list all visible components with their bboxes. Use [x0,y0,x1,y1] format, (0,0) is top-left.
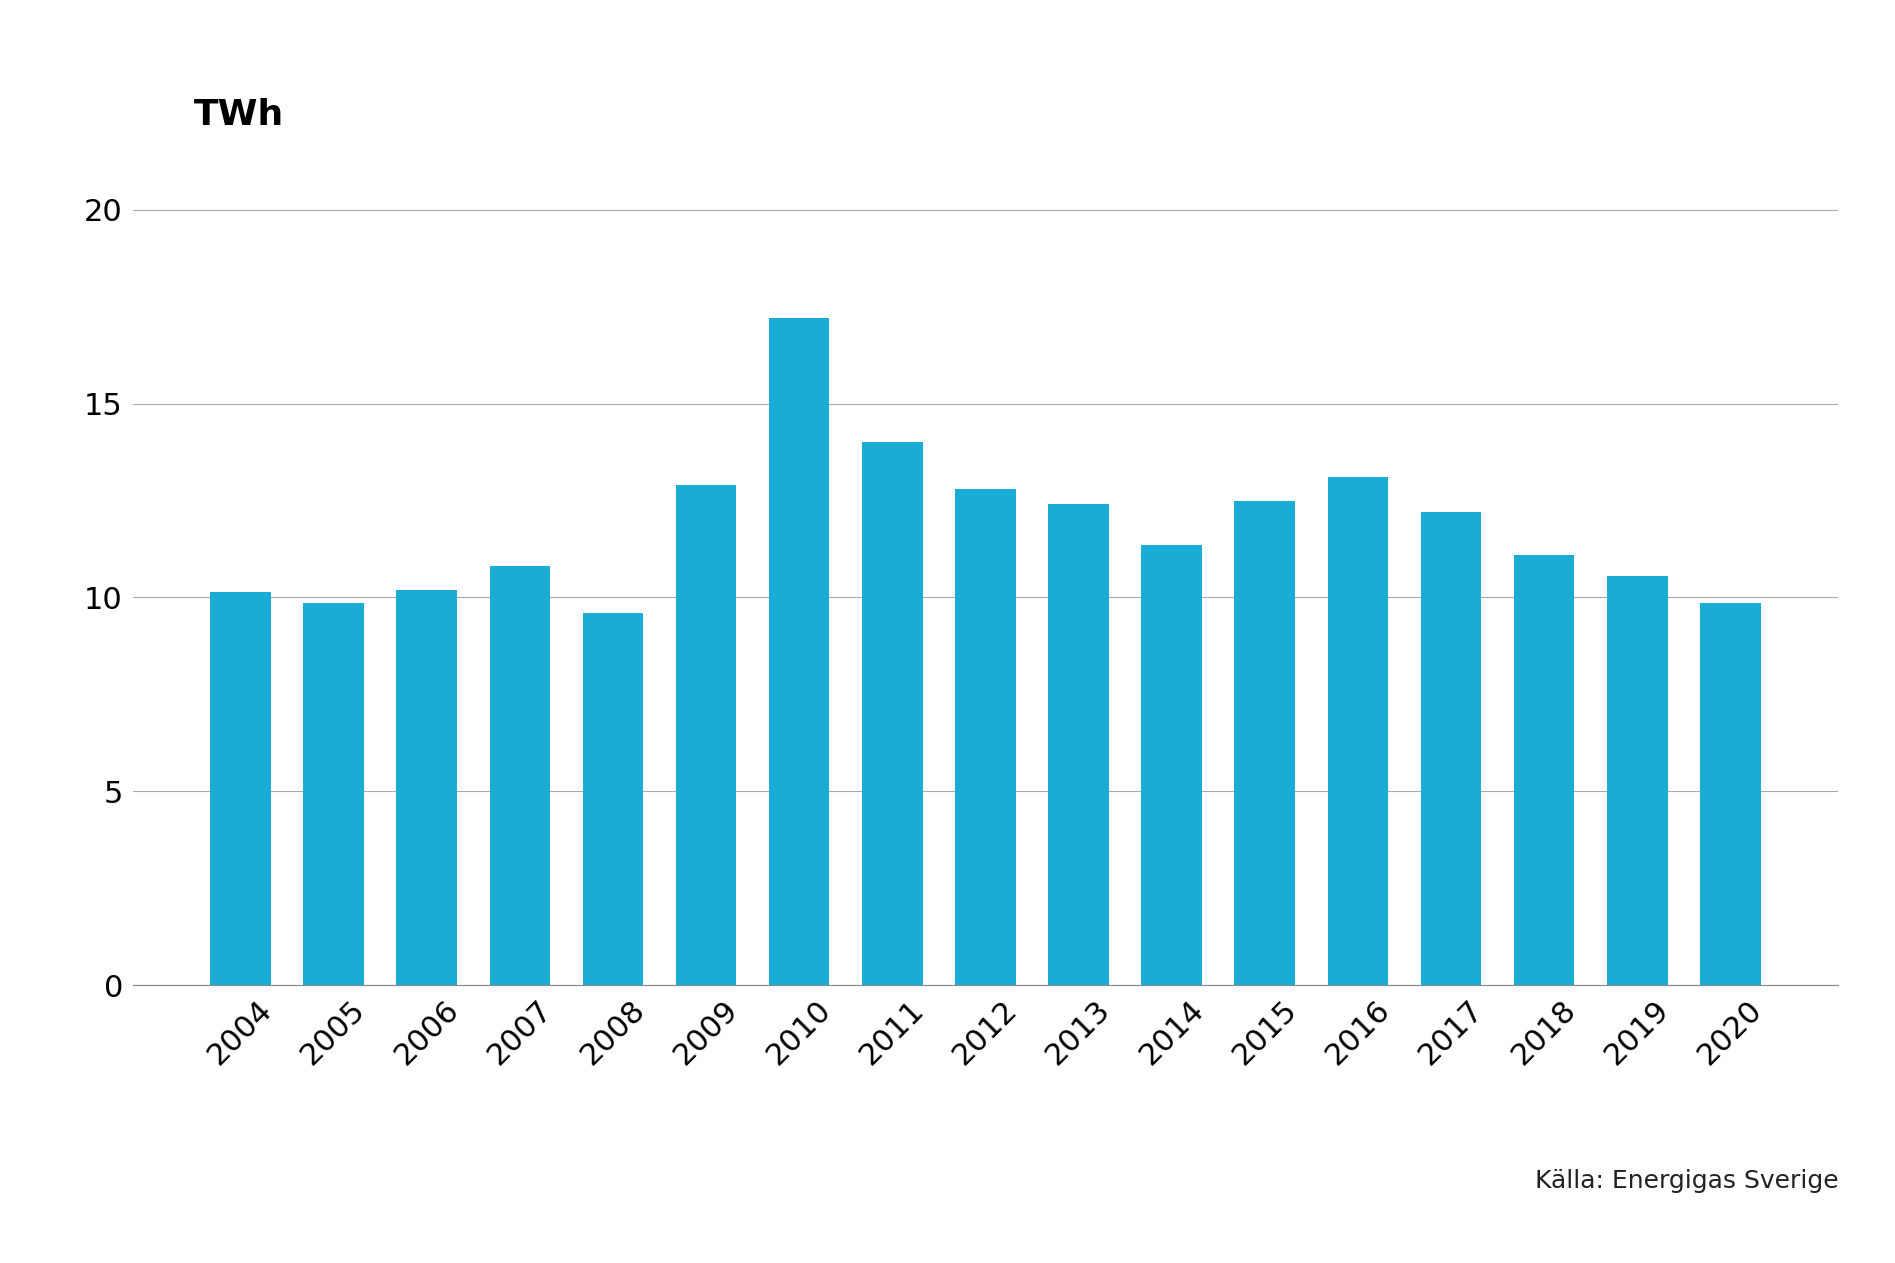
Bar [1607,576,1668,985]
Bar [582,613,642,985]
Bar [1328,477,1389,985]
Bar [1234,500,1294,985]
Text: Källa: Energigas Sverige: Källa: Energigas Sverige [1535,1168,1838,1192]
Bar [769,318,830,985]
Bar [210,591,271,985]
Bar [303,604,364,985]
Text: TWh: TWh [193,99,284,133]
Bar [1421,512,1482,985]
Bar [1514,554,1575,985]
Bar [396,590,457,985]
Bar [1700,604,1760,985]
Bar [1141,546,1201,985]
Bar [677,485,737,985]
Bar [955,489,1016,985]
Bar [1048,504,1109,985]
Bar [862,442,923,985]
Bar [489,566,550,985]
